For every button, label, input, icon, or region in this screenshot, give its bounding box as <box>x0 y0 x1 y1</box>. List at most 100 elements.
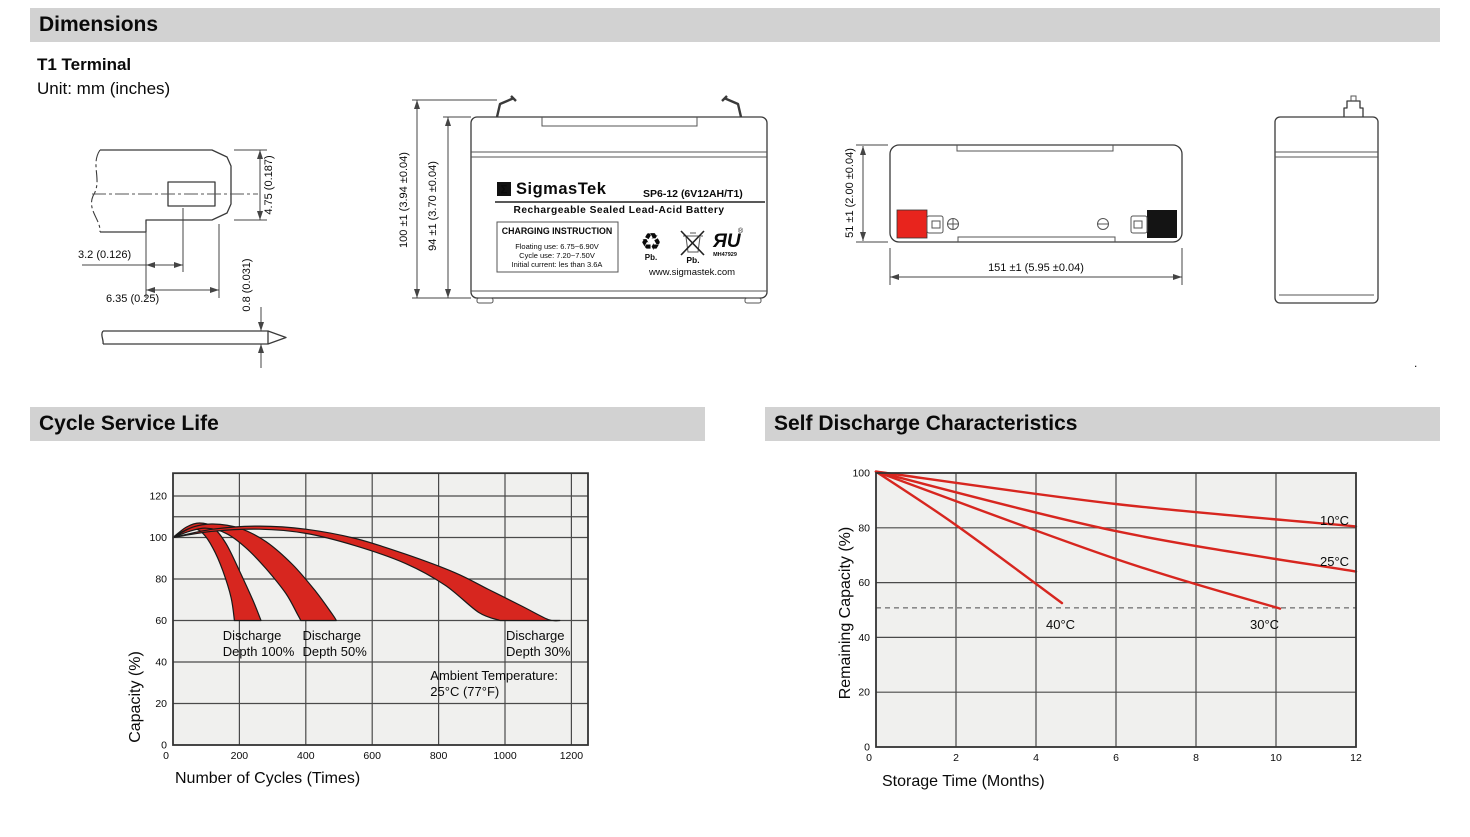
dimension-drawings: 4.75 (0.187) 3.2 (0.126) 6.35 (0.25) 0.8… <box>78 95 1379 368</box>
x-tick-label: 0 <box>163 750 169 762</box>
dim-label-depth: 51 ±1 (2.00 ±0.04) <box>844 148 856 238</box>
series-label: 30°C <box>1250 617 1279 632</box>
front-cover-lip <box>471 151 767 158</box>
chart-annotation: Discharge <box>302 628 361 643</box>
top-recess-lines <box>956 145 1116 242</box>
side-case <box>1274 116 1379 304</box>
dim-label-height-case: 94 ±1 (3.70 ±0.04) <box>427 161 439 251</box>
terminal-blade-outline <box>103 330 287 345</box>
y-tick-label: 60 <box>155 615 167 627</box>
chart-annotation: 25°C (77°F) <box>430 684 499 699</box>
y-tick-label: 100 <box>149 532 167 544</box>
x-axis-title: Storage Time (Months) <box>882 773 1045 790</box>
chart-annotation: Discharge <box>506 628 565 643</box>
t1-terminal-detail-drawing: 4.75 (0.187) 3.2 (0.126) 6.35 (0.25) 0.8… <box>78 149 287 368</box>
dim-label-height-overall: 100 ±1 (3.94 ±0.04) <box>398 152 410 248</box>
front-terminal-pin-right <box>721 95 743 118</box>
unit-note: Unit: mm (inches) <box>37 79 171 98</box>
x-tick-label: 200 <box>231 750 249 762</box>
front-foot-right <box>744 297 762 304</box>
dim-label-terminal-width: 6.35 (0.25) <box>106 293 159 305</box>
top-case <box>889 144 1183 243</box>
series-label: 40°C <box>1046 617 1075 632</box>
dim-lines-3-2 <box>82 208 184 298</box>
front-dim-lines <box>412 99 497 299</box>
cycle-service-life-chart: 0 200 400 600 800 1000 1200 0 20 40 60 80 100 120 Disc… <box>127 472 589 787</box>
dim-label-hole-offset: 3.2 (0.126) <box>78 249 131 261</box>
t1-terminal-heading: T1 Terminal Unit: mm (inches) <box>37 53 170 101</box>
dim-lines-4-75 <box>234 149 267 221</box>
battery-type-text: Rechargeable Sealed Lead-Acid Battery <box>513 205 724 216</box>
charging-line-initial: Initial current: les than 3.6A <box>512 260 603 269</box>
dim-label-thickness: 0.8 (0.031) <box>241 258 253 311</box>
battery-label: Σ SigmasTek SP6-12 (6V12AH/T1) Rechargea… <box>495 180 765 278</box>
section-header-self-discharge: Self Discharge Characteristics <box>765 407 1440 441</box>
side-terminal <box>1343 100 1364 117</box>
self-discharge-plot: 40°C 30°C 25°C 10°C 0 2 4 6 8 10 12 0 20 40 60 80 100 Rem… <box>837 468 1362 791</box>
y-tick-label: 60 <box>858 577 870 589</box>
positive-terminal-blade <box>926 215 944 234</box>
stray-dot: . <box>1414 356 1418 370</box>
x-tick-label: 1000 <box>493 750 517 762</box>
recycle-pb-icon: ♻ <box>640 229 662 256</box>
negative-terminal-icon <box>1097 218 1109 230</box>
x-tick-label: 8 <box>1193 752 1199 764</box>
x-tick-label: 400 <box>297 750 315 762</box>
charging-instruction-box <box>496 221 619 273</box>
negative-blade-hole <box>1133 220 1143 229</box>
y-tick-label: 100 <box>852 468 870 480</box>
negative-terminal-blade <box>1130 215 1148 234</box>
website-text: www.sigmastek.com <box>648 267 735 278</box>
front-case <box>470 116 768 299</box>
chart-annotation: Depth 50% <box>302 644 367 659</box>
cycle-service-life-plot: 0 200 400 600 800 1000 1200 0 20 40 60 80 100 120 Disc… <box>127 472 589 787</box>
terminal-break-line <box>91 149 101 233</box>
brand-name: SigmasTek <box>516 180 607 198</box>
bin-pb-label: Pb. <box>686 255 699 265</box>
front-terminal-pin-left <box>495 95 517 118</box>
chart-annotation: Discharge <box>223 628 282 643</box>
positive-blade-hole <box>931 220 941 229</box>
chart-annotation: Depth 100% <box>223 644 295 659</box>
charging-line-cycle: Cycle use: 7.20~7.50V <box>519 251 595 260</box>
x-tick-label: 800 <box>430 750 448 762</box>
dim-lines-6-35 <box>146 224 220 298</box>
y-tick-label: 20 <box>155 698 167 710</box>
y-tick-label: 40 <box>858 632 870 644</box>
charging-title: CHARGING INSTRUCTION <box>502 226 612 236</box>
plot-border <box>875 472 1357 748</box>
terminal-blade-detail <box>101 330 269 345</box>
model-number: SP6-12 (6V12AH/T1) <box>643 188 743 200</box>
top-dim-lines <box>856 144 1183 285</box>
y-tick-label: 80 <box>858 522 870 534</box>
x-tick-label: 0 <box>866 752 872 764</box>
y-tick-label: 80 <box>155 574 167 586</box>
chart-annotation: Ambient Temperature: <box>430 668 558 683</box>
section-header-cycle-service-life: Cycle Service Life <box>30 407 705 441</box>
battery-top-view: 51 ±1 (2.00 ±0.04) 151 ±1 (5.95 ±0.04) <box>844 144 1183 285</box>
y-tick-label: 20 <box>858 687 870 699</box>
section-header-dimensions: Dimensions <box>30 8 1440 42</box>
ul-registered-icon: ® <box>738 227 744 235</box>
y-tick-label: 0 <box>864 742 870 754</box>
charging-line-floating: Floating use: 6.75~6.90V <box>515 242 599 251</box>
self-discharge-chart: 40°C 30°C 25°C 10°C 0 2 4 6 8 10 12 0 20 40 60 80 100 Rem… <box>837 468 1362 791</box>
y-axis-title: Capacity (%) <box>127 651 144 743</box>
temperature-line <box>874 470 1064 605</box>
dim-label-length: 151 ±1 (5.95 ±0.04) <box>988 262 1084 274</box>
front-foot-left <box>476 297 494 304</box>
y-axis-title: Remaining Capacity (%) <box>837 527 854 700</box>
temperature-line <box>874 470 1358 573</box>
sigma-logo-icon: Σ <box>501 185 508 197</box>
temperature-line <box>874 470 1358 528</box>
y-tick-label: 40 <box>155 657 167 669</box>
chart-annotation: Depth 30% <box>506 644 571 659</box>
side-terminal-nub <box>1350 95 1357 101</box>
sigma-logo-box <box>497 182 511 196</box>
plot-border <box>172 472 589 746</box>
x-tick-label: 1200 <box>560 750 584 762</box>
discharge-depth-band <box>172 525 561 622</box>
dim-label-terminal-height: 4.75 (0.187) <box>263 155 275 214</box>
positive-terminal-icon <box>947 218 959 230</box>
x-tick-label: 10 <box>1270 752 1282 764</box>
